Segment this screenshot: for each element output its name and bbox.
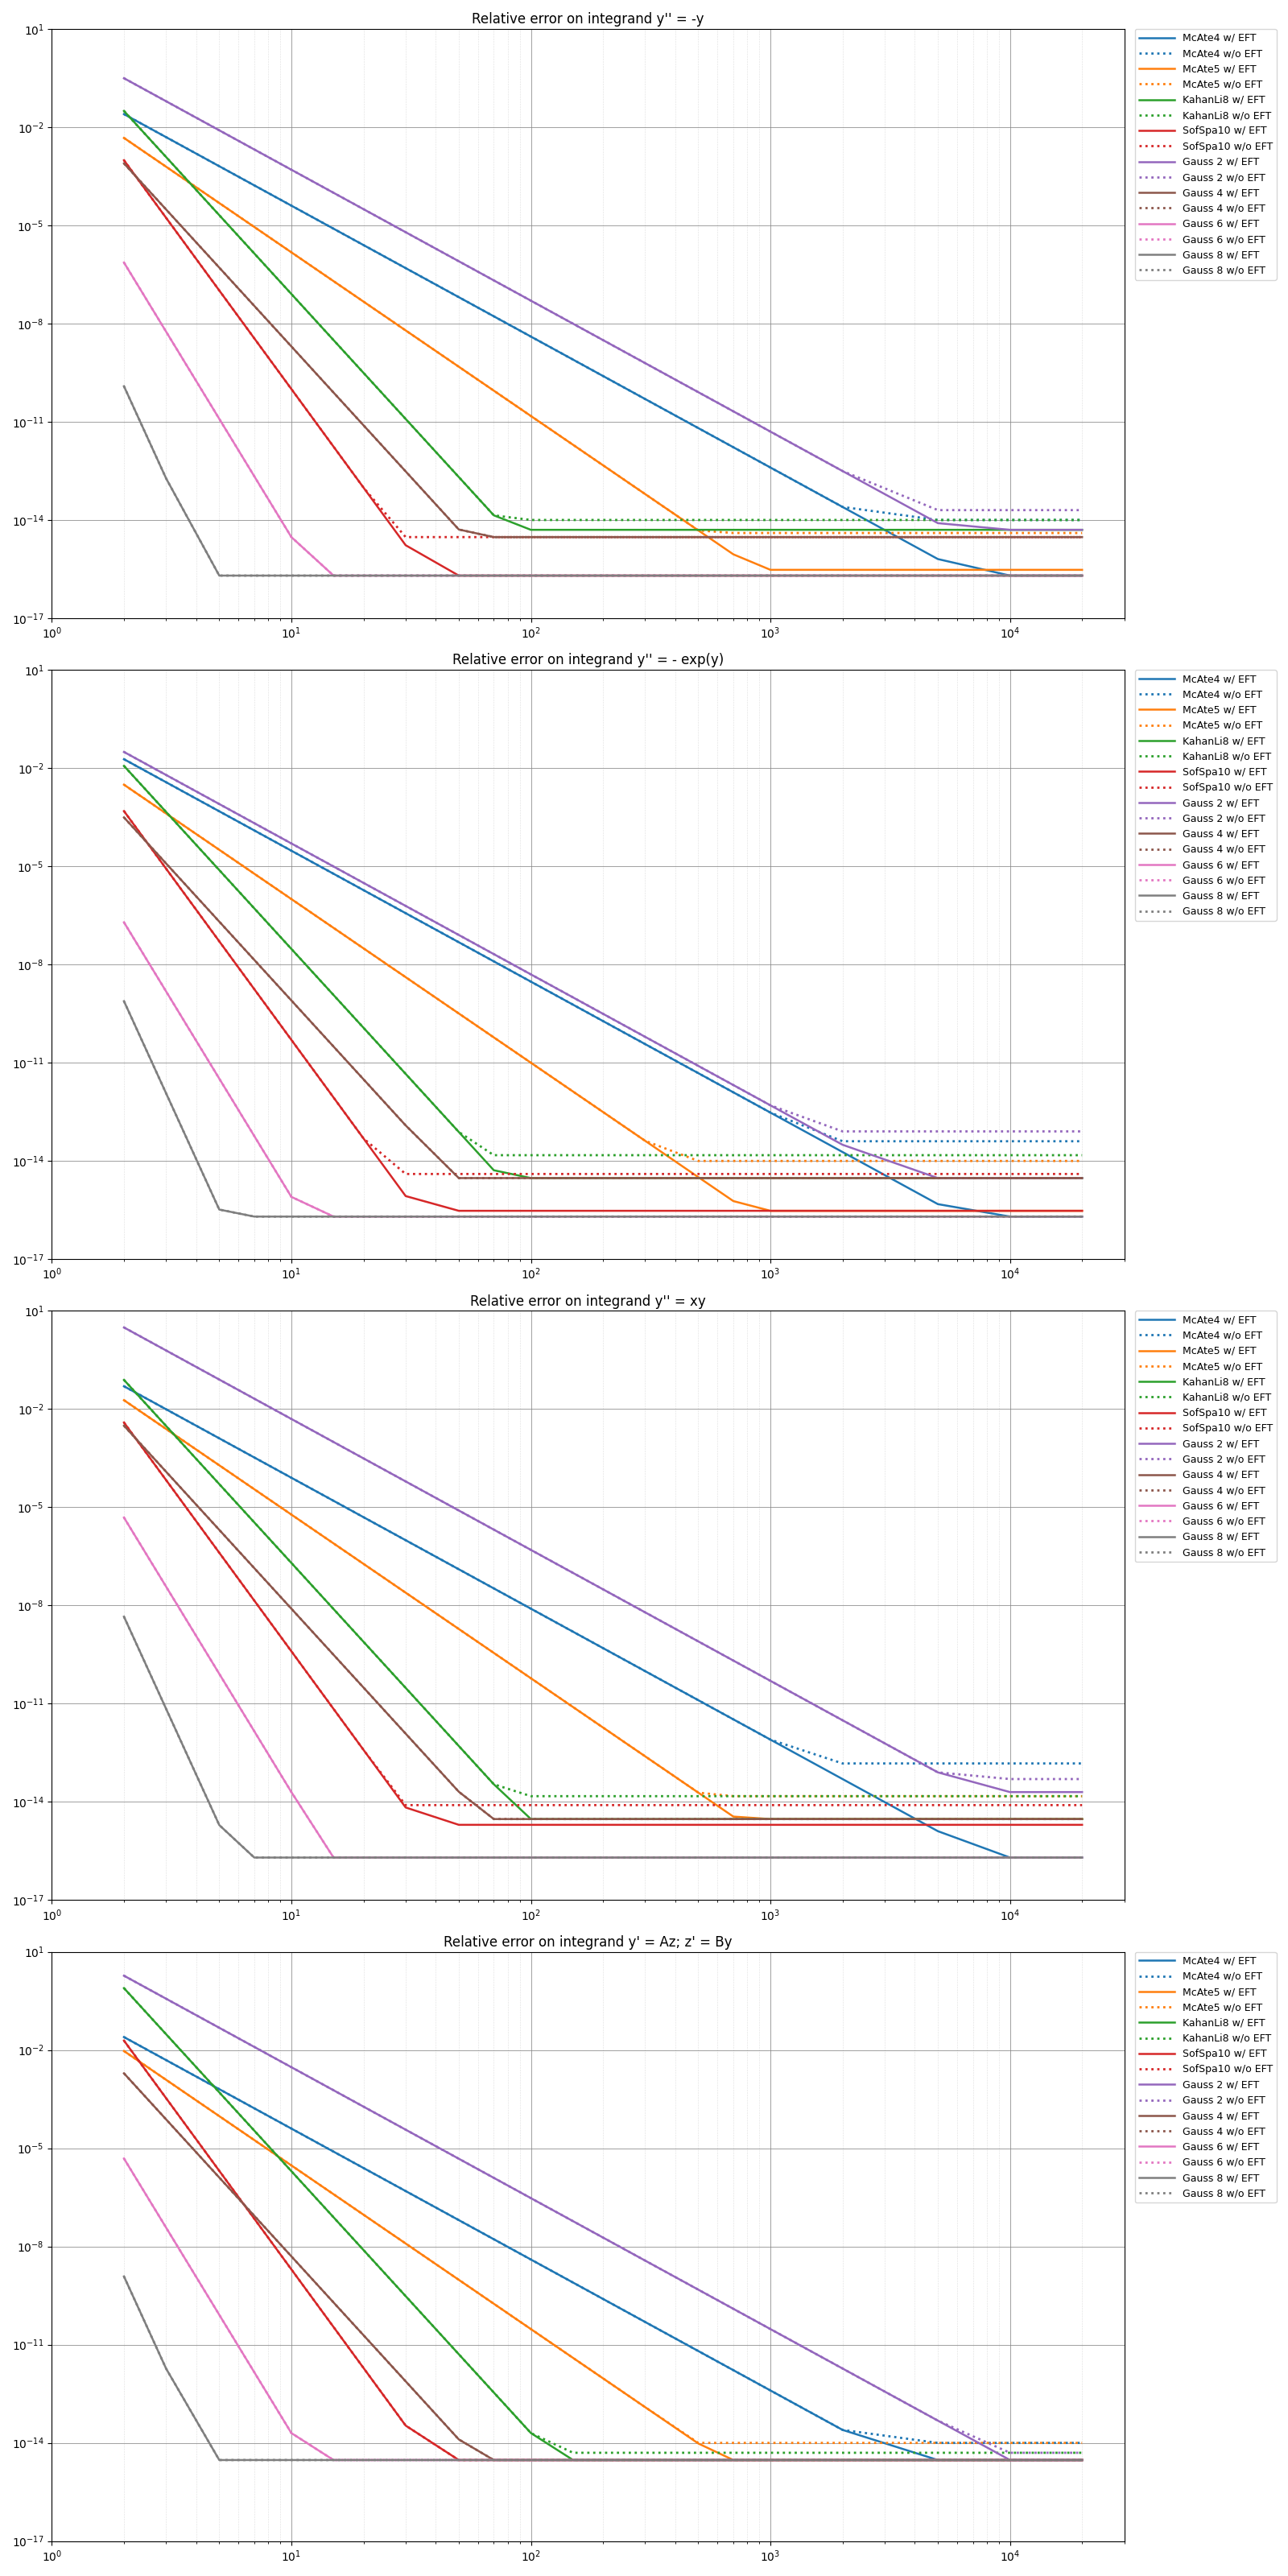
Title: Relative error on integrand y'' = - exp(y): Relative error on integrand y'' = - exp(… [452,654,724,667]
Legend: McAte4 w/ EFT, McAte4 w/o EFT, McAte5 w/ EFT, McAte5 w/o EFT, KahanLi8 w/ EFT, K: McAte4 w/ EFT, McAte4 w/o EFT, McAte5 w/… [1135,1311,1276,1561]
Title: Relative error on integrand y' = Az; z' = By: Relative error on integrand y' = Az; z' … [444,1935,733,1950]
Legend: McAte4 w/ EFT, McAte4 w/o EFT, McAte5 w/ EFT, McAte5 w/o EFT, KahanLi8 w/ EFT, K: McAte4 w/ EFT, McAte4 w/o EFT, McAte5 w/… [1135,1953,1276,2202]
Legend: McAte4 w/ EFT, McAte4 w/o EFT, McAte5 w/ EFT, McAte5 w/o EFT, KahanLi8 w/ EFT, K: McAte4 w/ EFT, McAte4 w/o EFT, McAte5 w/… [1135,28,1276,281]
Title: Relative error on integrand y'' = -y: Relative error on integrand y'' = -y [471,13,705,26]
Title: Relative error on integrand y'' = xy: Relative error on integrand y'' = xy [470,1293,706,1309]
Legend: McAte4 w/ EFT, McAte4 w/o EFT, McAte5 w/ EFT, McAte5 w/o EFT, KahanLi8 w/ EFT, K: McAte4 w/ EFT, McAte4 w/o EFT, McAte5 w/… [1135,670,1276,920]
